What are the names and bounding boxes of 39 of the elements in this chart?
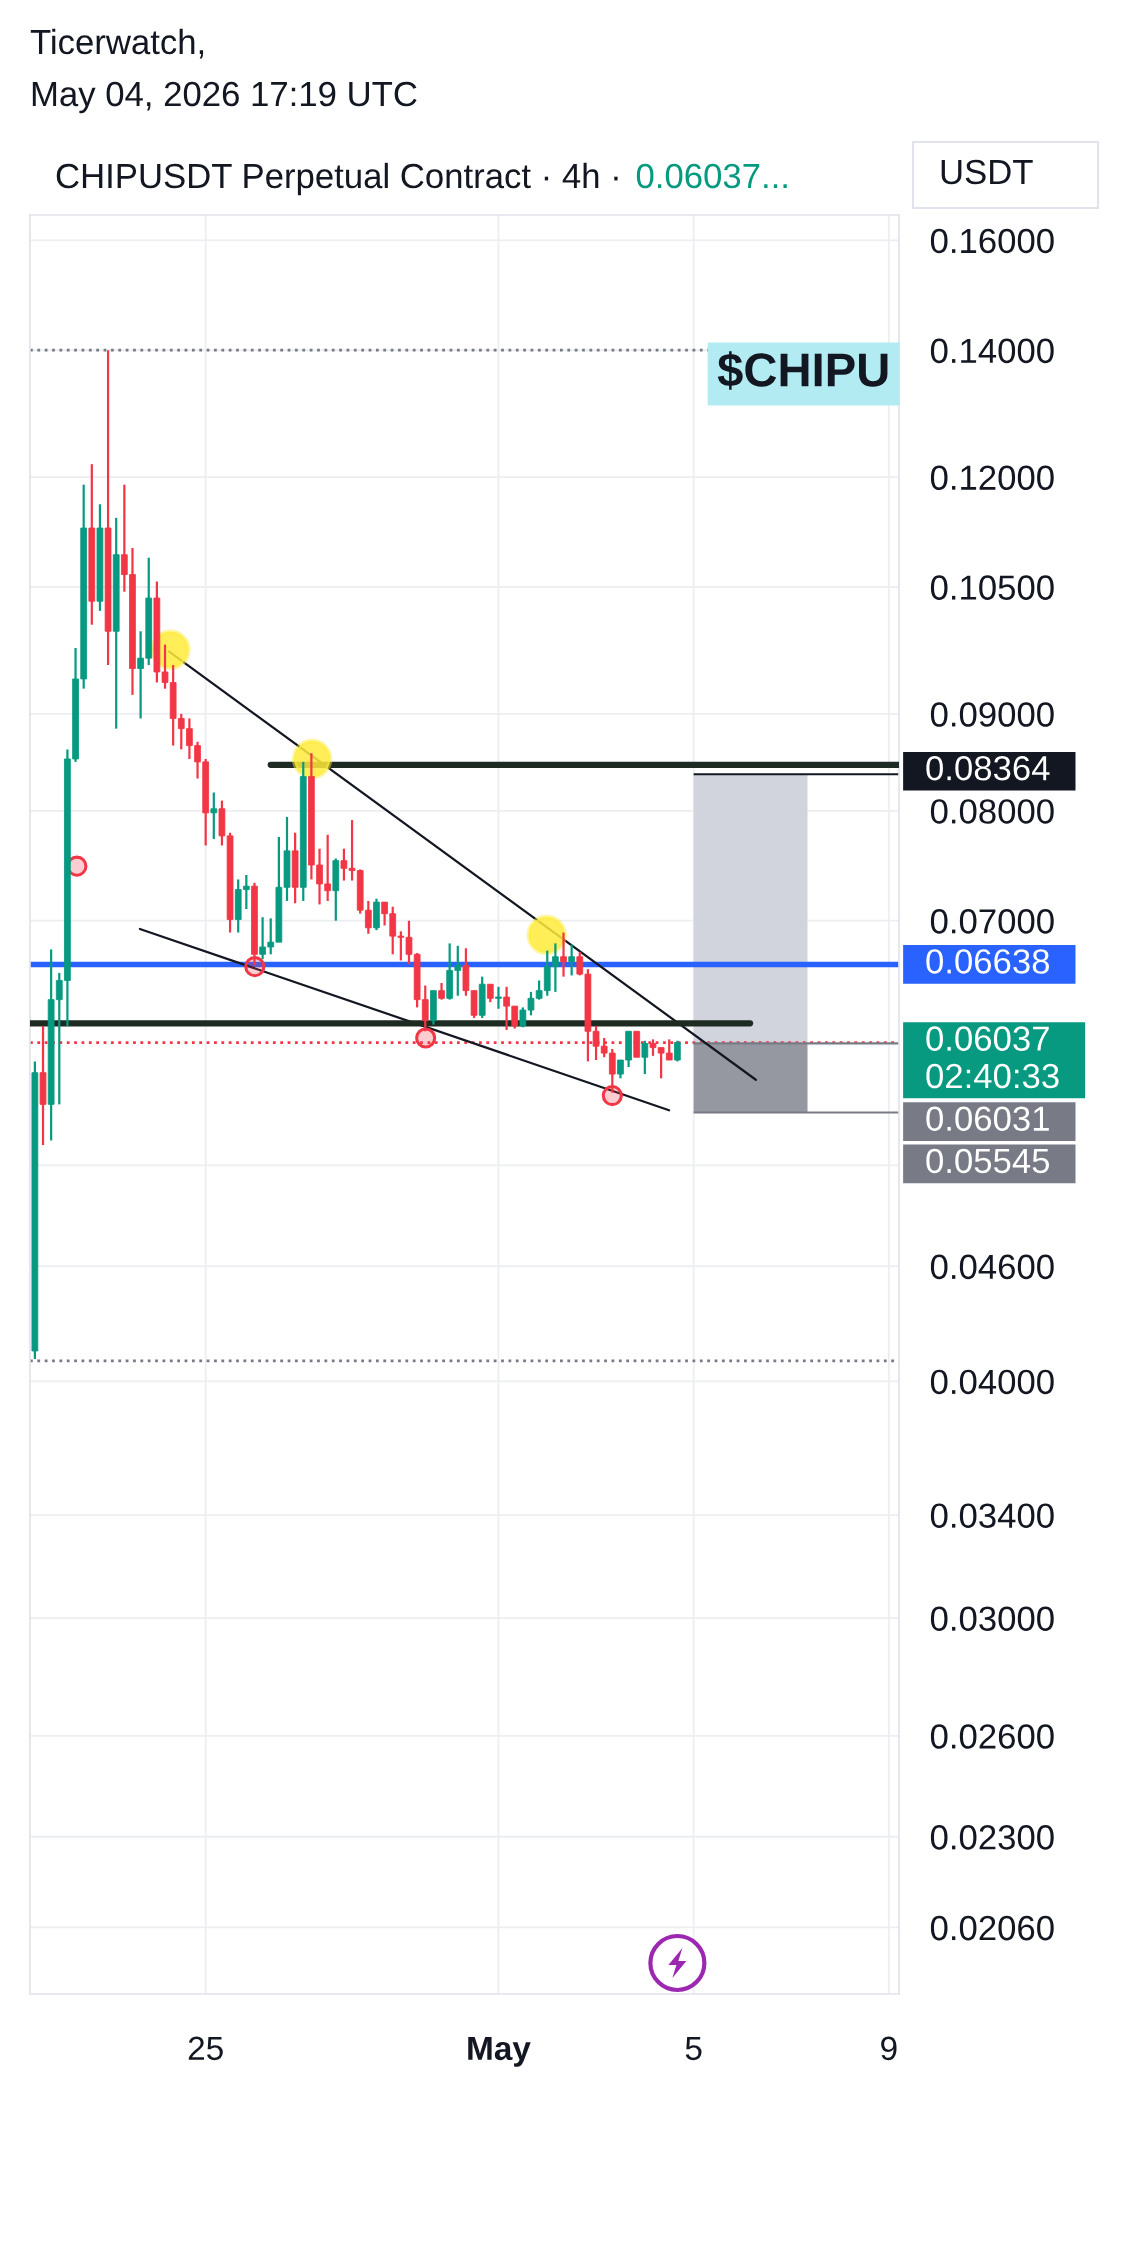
legend-label: 0.05545 — [926, 1148, 1050, 1174]
chart-subtitle: 0.06037... — [636, 163, 787, 189]
candlestick — [568, 943, 575, 977]
y-tick-label: 0.03000 — [930, 1606, 1054, 1631]
point — [601, 1085, 623, 1107]
text: May 04, 2026 17:19 UTC — [32, 81, 417, 114]
candlestick — [560, 931, 567, 978]
y-axis-title: USDT — [941, 159, 1033, 185]
ref-line-label: 0.06031 — [926, 1106, 1049, 1131]
y-tick-label: 0.02060 — [930, 1915, 1054, 1941]
x-tick-label: May — [468, 2036, 531, 2067]
x-tick-label: 9 — [881, 2036, 897, 2061]
point — [415, 1027, 437, 1049]
x-tick-label: 25 — [188, 2036, 223, 2061]
annotation: $CHIPU — [717, 351, 888, 390]
x-tick-label: 5 — [685, 2036, 702, 2061]
y-tick-label: 0.12000 — [930, 465, 1054, 491]
point — [526, 914, 567, 956]
candlestick — [495, 985, 502, 1010]
point — [244, 956, 266, 978]
y-tick-label: 0.03400 — [930, 1503, 1054, 1528]
y-tick-label: 0.07000 — [930, 909, 1054, 934]
ref-line-label: 0.06037 02:40:33 — [926, 1026, 1059, 1089]
text: Ticerwatch, — [30, 28, 204, 59]
y-tick-label: 0.08000 — [930, 799, 1054, 824]
candlestick — [210, 791, 218, 841]
ref-line-label: 0.06638 — [926, 949, 1049, 974]
chart-title: CHIPUSDT Perpetual Contract · 4h · — [56, 162, 618, 196]
candlestick — [641, 1039, 649, 1076]
y-tick-label: 0.04000 — [930, 1369, 1054, 1395]
y-tick-label: 0.02300 — [930, 1825, 1054, 1850]
y-tick-label: 0.14000 — [930, 338, 1054, 364]
y-tick-label: 0.16000 — [930, 228, 1054, 254]
ref-line-label: 0.08364 — [926, 755, 1050, 781]
y-tick-label: 0.09000 — [930, 702, 1054, 727]
y-tick-label: 0.04600 — [930, 1254, 1054, 1280]
y-tick-label: 0.02600 — [930, 1724, 1054, 1749]
point — [292, 738, 333, 780]
y-tick-label: 0.10500 — [930, 575, 1054, 600]
